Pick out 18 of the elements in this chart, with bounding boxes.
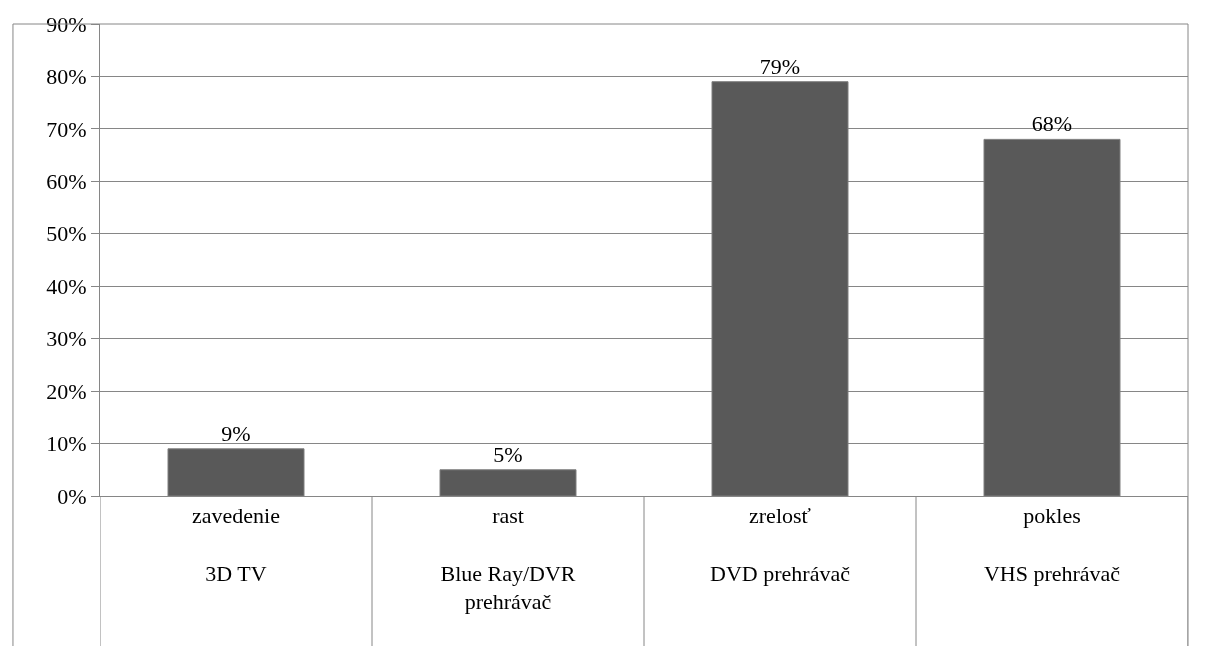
- data-label: 79%: [759, 53, 801, 79]
- y-tick-label: 90%: [46, 11, 87, 37]
- category-label: zavedenie 3D TV: [192, 503, 280, 586]
- data-label: 68%: [1031, 111, 1073, 137]
- category-label: zrelosť DVD prehrávač: [710, 503, 850, 586]
- y-tick-label: 30%: [46, 326, 87, 352]
- y-tick-label: 10%: [46, 431, 87, 457]
- y-tick-label: 60%: [46, 169, 87, 195]
- y-tick-label: 40%: [46, 273, 87, 299]
- y-tick-label: 0%: [57, 483, 87, 509]
- data-label: 5%: [493, 441, 523, 467]
- y-tick-label: 70%: [46, 116, 87, 142]
- y-tick-label: 20%: [46, 378, 87, 404]
- y-tick-label: 50%: [46, 221, 87, 247]
- category-label: rast Blue Ray/DVR prehrávač: [440, 503, 576, 615]
- data-label: 9%: [221, 420, 251, 446]
- category-label: pokles VHS prehrávač: [983, 503, 1121, 586]
- y-tick-label: 80%: [46, 64, 87, 90]
